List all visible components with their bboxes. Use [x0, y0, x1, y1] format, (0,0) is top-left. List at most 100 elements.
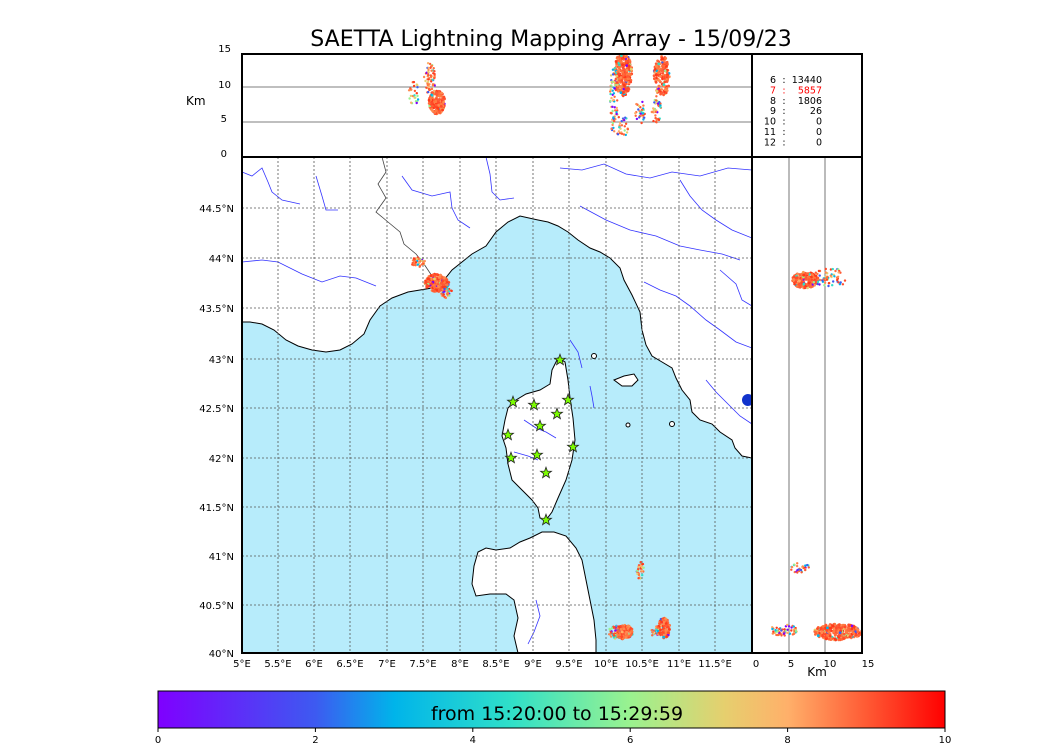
lightning-source-dot — [845, 630, 849, 634]
lightning-source-dot — [777, 633, 780, 636]
lightning-source-dot — [432, 67, 435, 70]
lightning-source-dot — [432, 72, 435, 75]
lightning-source-dot — [801, 565, 804, 568]
lightning-source-dot — [852, 631, 855, 635]
lightning-source-dot — [621, 66, 625, 69]
lightning-source-dot — [824, 271, 827, 274]
lightning-source-dot — [807, 566, 810, 569]
lightning-source-dot — [816, 280, 820, 284]
lightning-source-dot — [624, 133, 627, 137]
lightning-source-dot — [836, 278, 839, 282]
lightning-source-dot — [641, 100, 644, 104]
lightning-source-dot — [629, 67, 633, 71]
lightning-source-dot — [611, 68, 615, 71]
lightning-source-dot — [427, 87, 431, 91]
lightning-source-dot — [448, 294, 451, 297]
station-count-value: 1806 — [798, 96, 822, 107]
lightning-source-dot — [664, 628, 668, 632]
lightning-source-dot — [624, 78, 628, 82]
latitude-tick: 42°N — [209, 454, 234, 465]
lightning-source-dot — [408, 97, 411, 100]
lightning-source-dot — [837, 281, 840, 284]
longitude-tick: 8.5°E — [482, 659, 509, 670]
lightning-source-dot — [796, 272, 800, 276]
lightning-source-dot — [626, 624, 630, 628]
lightning-source-dot — [616, 55, 619, 59]
lightning-source-dot — [442, 100, 445, 104]
lightning-source-dot — [446, 291, 449, 295]
lightning-source-dot — [663, 80, 667, 84]
lightning-source-dot — [665, 60, 669, 64]
lightning-source-dot — [776, 630, 779, 633]
latitude-tick: 41.5°N — [199, 503, 234, 514]
lightning-source-dot — [659, 106, 662, 109]
lightning-source-dot — [824, 623, 828, 627]
map-panel: 5°E 5.5°E 6°E 6.5°E 7°E 7.5°E 8°E 8.5°E 9°E 9.5°E… — [199, 156, 753, 670]
lightning-source-dot — [660, 620, 663, 624]
lightning-source-dot — [613, 87, 616, 90]
lightning-source-dot — [414, 261, 418, 264]
altitude-ytick: 10 — [218, 80, 231, 91]
station-star-icon — [501, 428, 515, 441]
lightning-source-dot — [440, 91, 444, 95]
lightning-source-dot — [416, 98, 420, 101]
lightning-source-dot — [817, 269, 821, 273]
lightning-source-dot — [437, 276, 441, 279]
lightning-source-dot — [813, 630, 817, 633]
lightning-source-dot — [643, 116, 646, 119]
lightning-source-dot — [656, 633, 660, 636]
lightning-source-dot — [445, 283, 449, 287]
lightning-source-dot — [613, 95, 616, 99]
lightning-source-dot — [810, 275, 813, 279]
lightning-source-dot — [416, 86, 419, 89]
longitude-tick: 5°E — [233, 659, 251, 670]
lightning-source-dot — [612, 92, 616, 95]
lightning-source-dot — [427, 66, 430, 70]
lightning-source-dot — [435, 288, 439, 292]
lightning-source-dot — [427, 78, 430, 81]
lightning-source-dot — [821, 634, 824, 638]
station-count-label: 12 — [764, 137, 776, 148]
islet — [669, 421, 675, 427]
lightning-source-dot — [431, 78, 434, 82]
lightning-source-dot — [821, 625, 825, 628]
side-xtick: 5 — [788, 659, 794, 670]
lightning-source-dot — [613, 81, 616, 84]
lightning-source-dot — [662, 64, 666, 68]
station-count-label: 9 — [770, 106, 776, 117]
lightning-source-dot — [812, 281, 816, 284]
lightning-source-dot — [635, 102, 638, 106]
lightning-source-dot — [626, 127, 629, 130]
lightning-source-dot — [609, 88, 612, 91]
station-count-value: 26 — [810, 106, 822, 117]
lightning-source-dot — [435, 273, 438, 276]
lightning-source-dot — [796, 571, 799, 574]
lightning-source-dot — [795, 276, 799, 279]
lightning-source-dot — [624, 636, 628, 639]
colorbar-tick: 2 — [312, 735, 318, 746]
lightning-source-dot — [424, 79, 427, 83]
lightning-source-dot — [659, 631, 662, 635]
lightning-source-dot — [637, 108, 640, 111]
station-count-separator: : — [782, 85, 785, 96]
lightning-source-dot — [613, 626, 616, 629]
lightning-source-dot — [658, 622, 662, 626]
lightning-source-dot — [827, 284, 830, 288]
altitude-ytick: 0 — [221, 149, 227, 160]
lightning-source-dot — [637, 565, 640, 569]
lightning-source-dot — [624, 122, 628, 126]
lightning-source-dot — [854, 633, 858, 637]
lightning-source-dot — [656, 626, 659, 629]
lightning-source-dot — [825, 276, 828, 280]
lightning-source-dot — [820, 631, 824, 635]
side-xtick: 10 — [824, 659, 837, 670]
lightning-source-dot — [832, 627, 836, 631]
lightning-source-dot — [792, 625, 795, 628]
latitude-tick: 43°N — [209, 355, 234, 366]
lightning-source-dot — [798, 279, 801, 283]
colorbar-tick: 10 — [939, 735, 952, 746]
lightning-source-dot — [833, 275, 836, 278]
station-count-separator: : — [782, 75, 785, 86]
colorbar-tick: 6 — [627, 735, 633, 746]
lightning-source-dot — [804, 568, 807, 572]
